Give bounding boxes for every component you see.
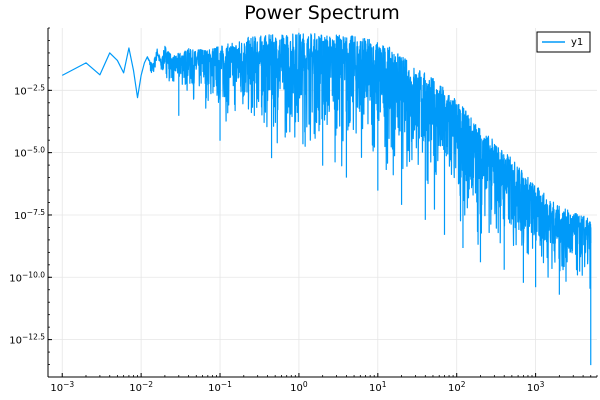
x-tick-label: 10−1 <box>208 380 232 394</box>
x-tick-label: 103 <box>527 380 545 394</box>
y-tick-label: 10−12.5 <box>9 333 45 347</box>
legend-label: y1 <box>571 37 583 48</box>
x-tick-label: 102 <box>448 380 466 394</box>
x-axis-ticks: 10−3 10−2 10−1 100 101 102 103 <box>50 373 598 394</box>
y-tick-label: 10−10.0 <box>9 270 45 284</box>
y-tick-label: 10−2.5 <box>14 83 45 97</box>
x-tick-label: 10−3 <box>50 380 74 394</box>
chart-title: Power Spectrum <box>244 2 400 24</box>
series-group <box>61 32 592 366</box>
x-tick-label: 10−2 <box>129 380 153 394</box>
x-tick-label: 101 <box>369 380 387 394</box>
y-tick-label: 10−5.0 <box>14 146 45 160</box>
legend: y1 <box>536 31 591 53</box>
y-tick-label: 10−7.5 <box>14 208 45 222</box>
y-axis-ticks: 10−2.5 10−5.0 10−7.5 10−10.0 10−12.5 <box>9 27 52 378</box>
x-tick-label: 100 <box>290 380 308 394</box>
